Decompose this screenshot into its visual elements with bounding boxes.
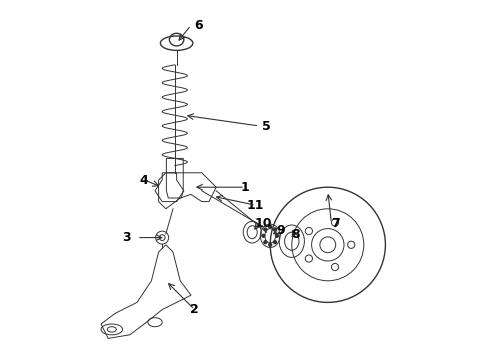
Text: 3: 3 — [122, 231, 130, 244]
Circle shape — [275, 234, 278, 237]
Circle shape — [264, 241, 267, 244]
Circle shape — [269, 225, 271, 228]
Circle shape — [262, 234, 265, 237]
Circle shape — [264, 228, 267, 231]
Text: 11: 11 — [247, 199, 265, 212]
Text: 4: 4 — [140, 174, 148, 186]
Text: 5: 5 — [262, 120, 271, 132]
Text: 1: 1 — [241, 181, 249, 194]
Text: 8: 8 — [291, 228, 300, 240]
Text: 10: 10 — [254, 217, 272, 230]
Text: 9: 9 — [277, 224, 285, 237]
Text: 6: 6 — [194, 19, 202, 32]
Circle shape — [269, 243, 271, 246]
Text: 7: 7 — [331, 217, 340, 230]
Circle shape — [273, 241, 276, 244]
Circle shape — [273, 228, 276, 231]
Text: 2: 2 — [190, 303, 199, 316]
